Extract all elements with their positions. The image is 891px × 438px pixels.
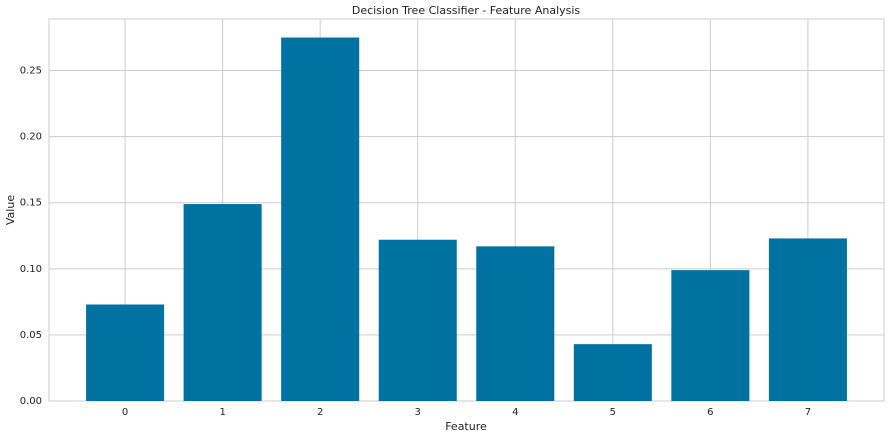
y-tick-label: 0.15 (20, 198, 42, 209)
x-tick-label: 6 (707, 407, 713, 418)
x-tick-label: 4 (512, 407, 518, 418)
x-tick-label: 0 (122, 407, 128, 418)
bar (476, 246, 555, 401)
bar (281, 37, 360, 402)
x-tick-label: 1 (219, 407, 225, 418)
x-axis-label: Feature (445, 420, 487, 433)
bar (183, 204, 262, 401)
y-tick-label: 0.05 (20, 330, 42, 341)
bar (86, 304, 165, 401)
y-tick-label: 0.10 (20, 264, 42, 275)
x-tick-label: 3 (415, 407, 421, 418)
y-tick-label: 0.20 (20, 132, 42, 143)
plot-area (48, 18, 885, 402)
x-tick-label: 7 (805, 407, 811, 418)
bar (573, 344, 652, 401)
chart-title: Decision Tree Classifier - Feature Analy… (352, 4, 581, 17)
y-tick-label: 0.25 (20, 66, 42, 77)
y-tick-label: 0.00 (20, 396, 42, 407)
x-tick-label: 2 (317, 407, 323, 418)
y-axis-label: Value (4, 195, 17, 225)
bar (671, 270, 750, 401)
bar (768, 238, 847, 401)
x-tick-label: 5 (610, 407, 616, 418)
bar (378, 239, 457, 401)
